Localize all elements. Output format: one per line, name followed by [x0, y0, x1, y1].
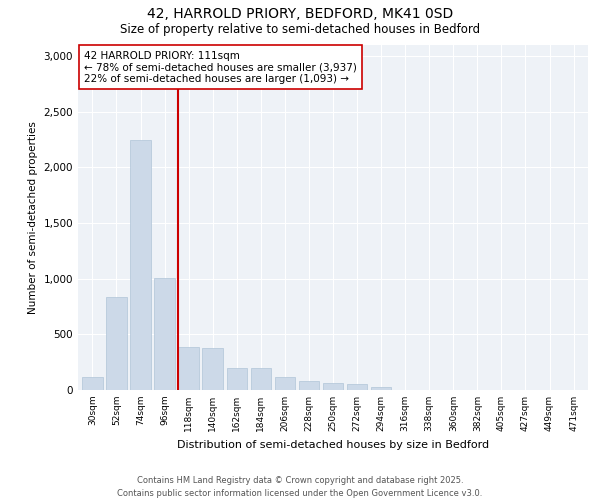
- Text: Contains HM Land Registry data © Crown copyright and database right 2025.
Contai: Contains HM Land Registry data © Crown c…: [118, 476, 482, 498]
- Text: 42 HARROLD PRIORY: 111sqm
← 78% of semi-detached houses are smaller (3,937)
22% : 42 HARROLD PRIORY: 111sqm ← 78% of semi-…: [84, 50, 357, 84]
- Bar: [347, 384, 367, 390]
- X-axis label: Distribution of semi-detached houses by size in Bedford: Distribution of semi-detached houses by …: [177, 440, 489, 450]
- Bar: [251, 368, 271, 390]
- Bar: [299, 380, 319, 390]
- Bar: [178, 346, 199, 390]
- Text: Size of property relative to semi-detached houses in Bedford: Size of property relative to semi-detach…: [120, 22, 480, 36]
- Bar: [82, 376, 103, 390]
- Bar: [202, 348, 223, 390]
- Bar: [130, 140, 151, 390]
- Bar: [106, 296, 127, 390]
- Bar: [227, 368, 247, 390]
- Y-axis label: Number of semi-detached properties: Number of semi-detached properties: [28, 121, 38, 314]
- Bar: [154, 278, 175, 390]
- Bar: [323, 383, 343, 390]
- Text: 42, HARROLD PRIORY, BEDFORD, MK41 0SD: 42, HARROLD PRIORY, BEDFORD, MK41 0SD: [147, 8, 453, 22]
- Bar: [275, 377, 295, 390]
- Bar: [371, 387, 391, 390]
